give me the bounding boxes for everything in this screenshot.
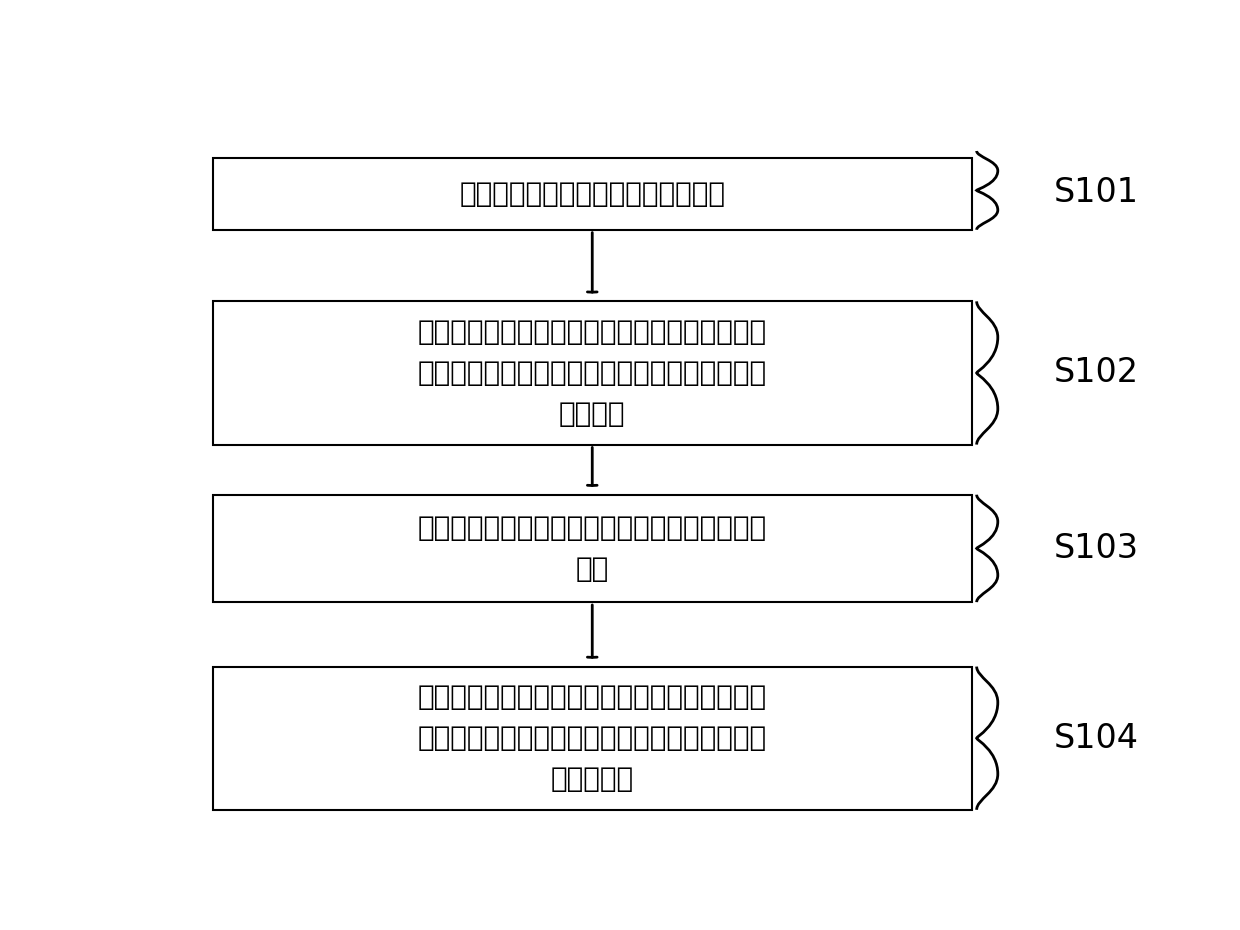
Text: 通过所述注册中心控制器监听所述服务端的服务
状态: 通过所述注册中心控制器监听所述服务端的服务 状态 xyxy=(418,513,766,583)
Text: S104: S104 xyxy=(1054,722,1138,754)
FancyBboxPatch shape xyxy=(213,495,972,602)
FancyBboxPatch shape xyxy=(213,667,972,810)
Text: 根据监听结果更新所述服务端的服务状态，并将
更新后的所述服务端的服务状态存储至所述自定
义资源库中: 根据监听结果更新所述服务端的服务状态，并将 更新后的所述服务端的服务状态存储至所… xyxy=(418,683,766,793)
Text: S101: S101 xyxy=(1054,176,1138,209)
FancyBboxPatch shape xyxy=(213,301,972,445)
Text: 通过所述统一注册中心获取服务端信息，以根据
所述服务端信息在所述统一注册中心中构建自定
义资源库: 通过所述统一注册中心获取服务端信息，以根据 所述服务端信息在所述统一注册中心中构… xyxy=(418,318,766,428)
Text: 部署统一注册中心和注册中心控制器: 部署统一注册中心和注册中心控制器 xyxy=(459,179,725,208)
Text: S103: S103 xyxy=(1054,532,1138,565)
Text: S102: S102 xyxy=(1054,356,1138,390)
FancyBboxPatch shape xyxy=(213,158,972,230)
